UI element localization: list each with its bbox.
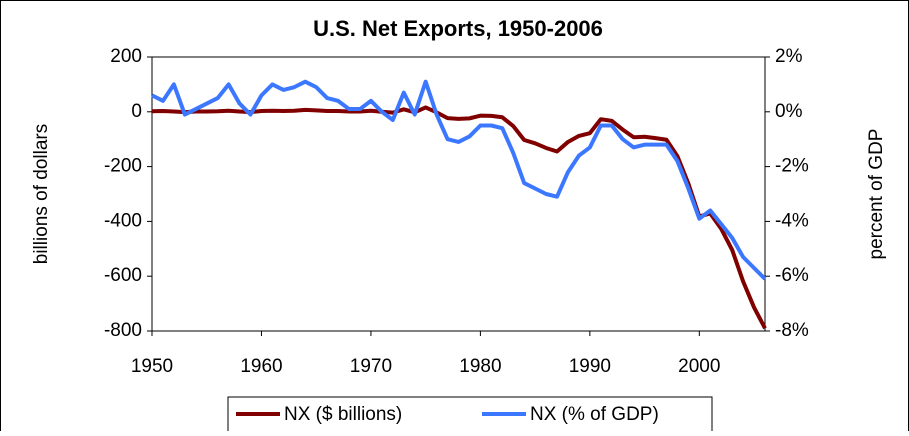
x-tick-label: 1980 xyxy=(459,356,501,377)
y-tick-label: 0 xyxy=(131,101,142,122)
x-tick-label: 1990 xyxy=(569,356,611,377)
x-tick-label: 1970 xyxy=(350,356,392,377)
y2-tick-label: 2% xyxy=(775,46,803,67)
chart-title: U.S. Net Exports, 1950-2006 xyxy=(313,16,603,41)
x-tick-label: 2000 xyxy=(678,356,720,377)
plot-area xyxy=(151,56,766,332)
y-tick-label: -600 xyxy=(104,265,142,286)
y2-axis-label: percent of GDP xyxy=(866,129,887,260)
x-tick-label: 1950 xyxy=(131,356,173,377)
y-axis-label: billions of dollars xyxy=(31,124,52,264)
legend-label: NX (% of GDP) xyxy=(530,404,659,425)
y2-tick-label: 0% xyxy=(775,101,803,122)
y2-tick-label: -6% xyxy=(775,265,809,286)
y-tick-label: -200 xyxy=(104,156,142,177)
x-tick-label: 1960 xyxy=(240,356,282,377)
y2-tick-label: -8% xyxy=(775,320,809,341)
y2-tick-label: -2% xyxy=(775,156,809,177)
y-tick-label: -800 xyxy=(104,320,142,341)
y-tick-label: -400 xyxy=(104,210,142,231)
y-tick-label: 200 xyxy=(110,46,142,67)
series-line xyxy=(151,79,767,281)
legend-label: NX ($ billions) xyxy=(284,404,402,425)
legend-box xyxy=(227,396,713,436)
y2-tick-label: -4% xyxy=(775,210,809,231)
